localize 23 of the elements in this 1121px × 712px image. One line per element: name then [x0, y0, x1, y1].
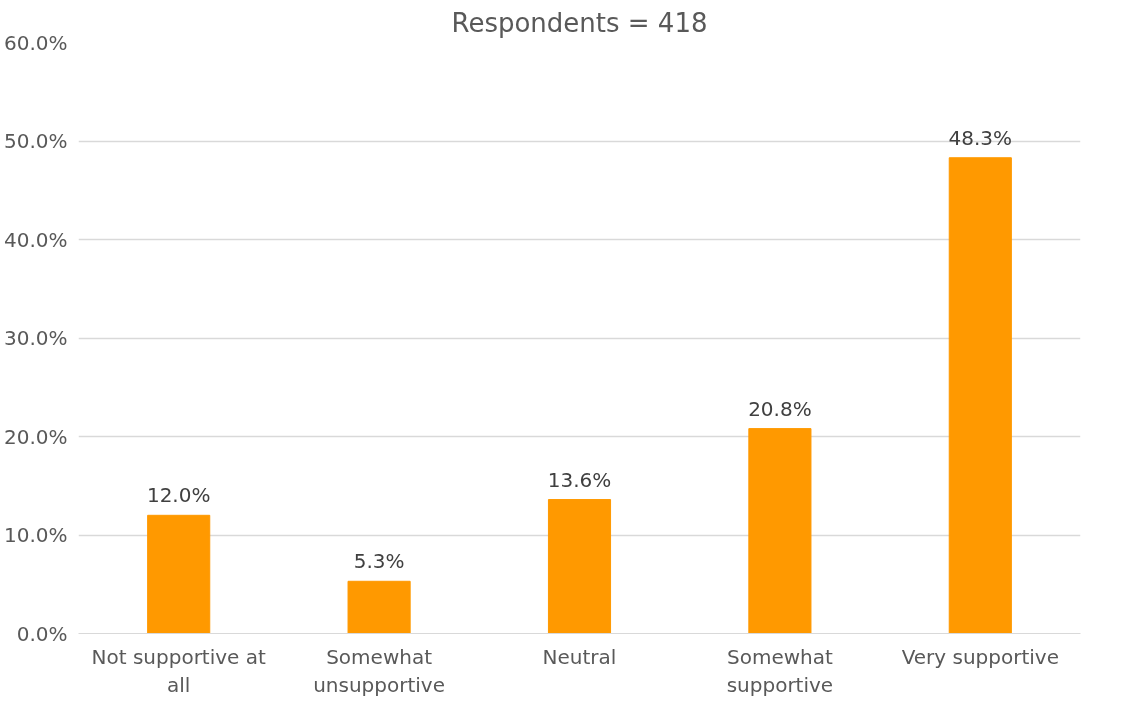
y-tick-label: 20.0%	[3, 424, 68, 449]
x-tick-label: Somewhat supportive	[726, 644, 834, 698]
bar	[748, 428, 812, 634]
y-tick-label: 0.0%	[16, 621, 68, 646]
y-tick-label: 50.0%	[3, 129, 68, 153]
x-tick-label: Neutral	[542, 644, 617, 669]
bar	[948, 157, 1012, 634]
bar	[147, 514, 211, 634]
y-tick-label: 10.0%	[3, 523, 68, 547]
data-label: 20.8%	[748, 396, 812, 421]
data-label: 12.0%	[146, 483, 211, 508]
y-tick-label: 40.0%	[3, 227, 68, 252]
x-tick-label: Very supportive	[901, 644, 1059, 669]
x-tick-label: Somewhat unsupportive	[313, 644, 446, 698]
bar	[347, 580, 411, 634]
data-label: 13.6%	[547, 467, 612, 492]
y-tick-label: 60.0%	[3, 30, 68, 55]
data-label: 5.3%	[353, 549, 405, 574]
y-tick-label: 30.0%	[3, 326, 68, 350]
bar	[547, 499, 612, 634]
data-label: 48.3%	[948, 125, 1013, 150]
chart-title: Respondents = 418	[451, 7, 708, 38]
x-tick-label: Not supportive at all	[91, 644, 267, 698]
